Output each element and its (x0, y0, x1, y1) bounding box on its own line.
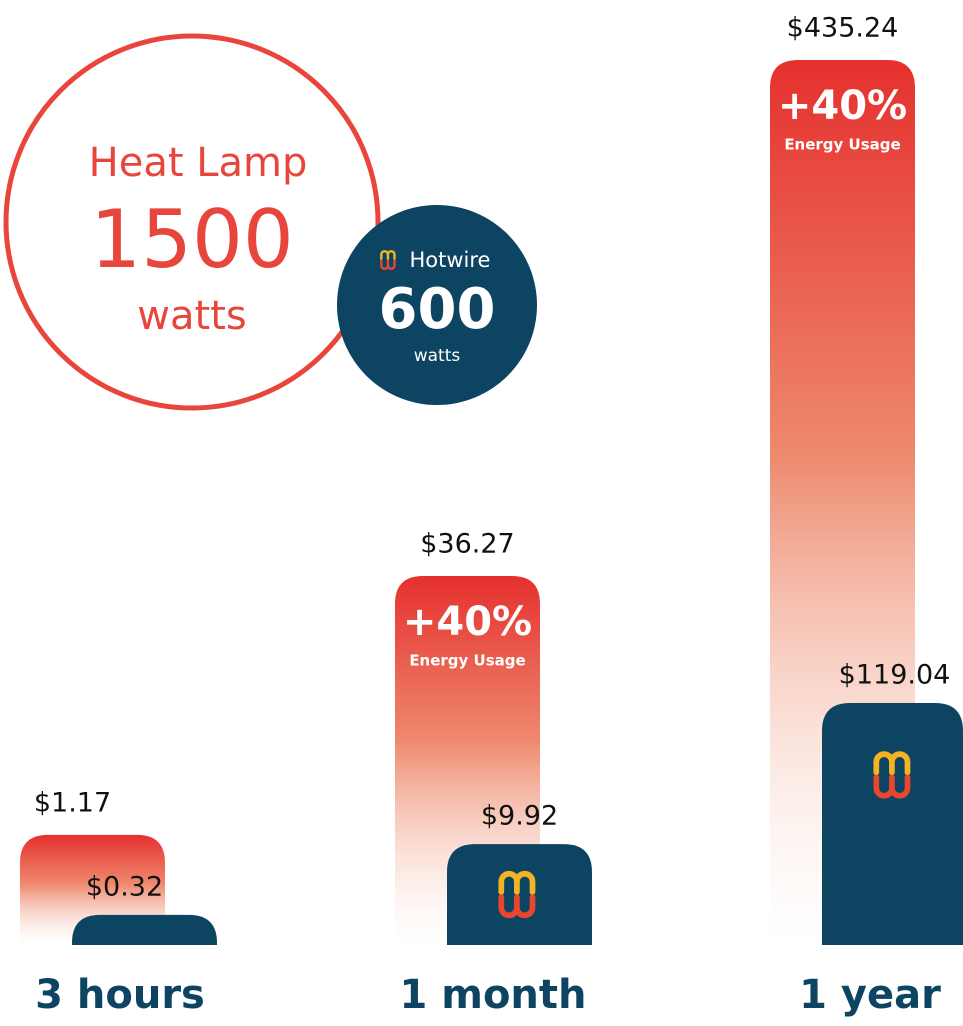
badge: +40% (403, 599, 532, 645)
heat-lamp-circle (3, 33, 381, 411)
hotwire-name: Hotwire (410, 248, 491, 272)
hotwire-unit: watts (414, 346, 461, 366)
badge-note: Energy Usage (784, 136, 900, 154)
category-label: 3 hours (35, 972, 205, 1018)
hotwire-bar (72, 914, 217, 945)
hotwire-bar (822, 702, 963, 945)
heat-lamp-value-label: $1.17 (34, 787, 111, 818)
hotwire-value-label: $119.04 (839, 659, 951, 690)
heat-lamp-unit: watts (137, 293, 246, 339)
category-label: 1 year (799, 972, 941, 1018)
hotwire-value-label: $9.92 (481, 801, 558, 832)
hotwire-power: 600 (379, 277, 496, 342)
badge: +40% (778, 83, 907, 129)
heat-lamp-value-label: $36.27 (420, 528, 514, 559)
badge-note: Energy Usage (409, 651, 525, 669)
hotwire-value-label: $0.32 (86, 871, 163, 902)
heat-lamp-power: 1500 (90, 193, 294, 286)
heat-lamp-value-label: $435.24 (787, 13, 899, 44)
hotwire-bar (447, 844, 592, 945)
heat-lamp-name: Heat Lamp (89, 140, 308, 186)
category-label: 1 month (400, 972, 587, 1018)
